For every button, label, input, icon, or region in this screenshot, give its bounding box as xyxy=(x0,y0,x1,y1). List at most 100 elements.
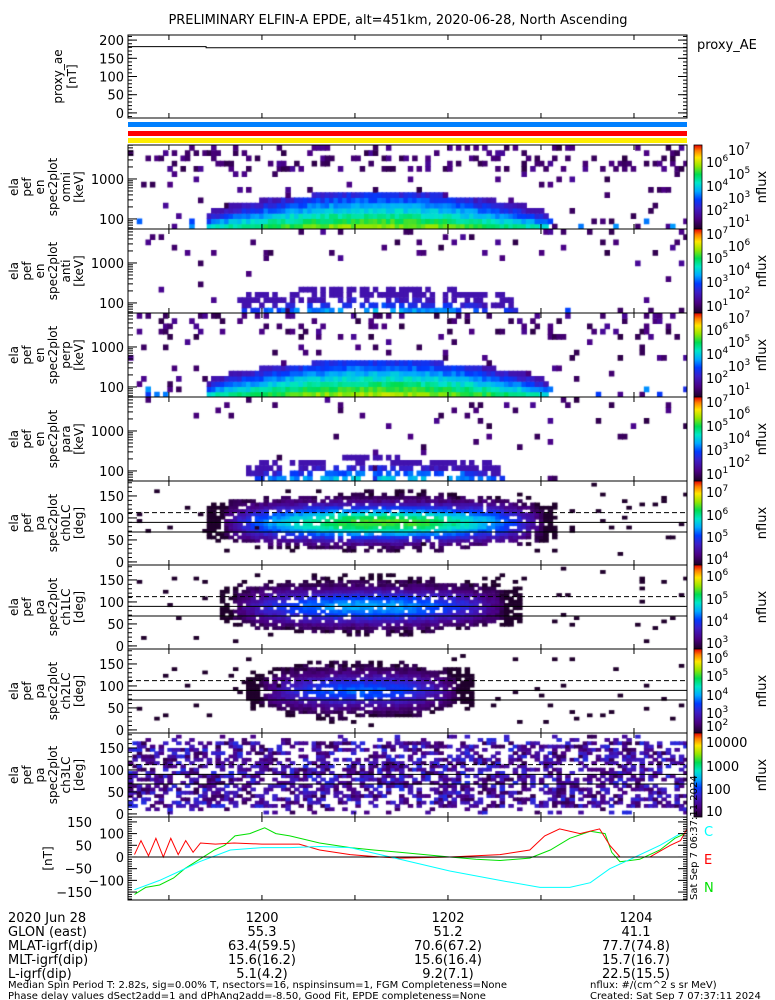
panel-pa_ch0: 107 106 105 104 nflux 0 50 100 150 ela pef pa spec2p… xyxy=(7,480,770,571)
colorbar-tick-label: 103 xyxy=(706,635,728,652)
series-line-E xyxy=(134,828,688,859)
colorbar-tick-label: 105 xyxy=(728,334,750,351)
ephemeris-value: 55.3 xyxy=(248,925,277,940)
colorbar-tick-label: 103 xyxy=(728,358,750,375)
panel-frame xyxy=(127,228,688,314)
y-axis-label: para xyxy=(59,425,73,452)
colorbar xyxy=(693,480,703,566)
y-axis-label: en xyxy=(33,180,47,195)
y-axis-label: [keV] xyxy=(72,255,86,286)
y-tick-label: 50 xyxy=(107,89,124,104)
y-axis-label: pef xyxy=(20,261,34,281)
y-axis-label: ela xyxy=(7,766,21,784)
y-axis-label: [keV] xyxy=(72,423,86,454)
y-tick-label: 50 xyxy=(107,534,124,549)
ephemeris-row-label: GLON (east) xyxy=(8,925,87,940)
y-tick-label: 0 xyxy=(116,107,124,122)
y-axis-label: pa xyxy=(33,600,47,615)
y-axis-label: [keV] xyxy=(72,171,86,202)
colorbar-label: nflux xyxy=(755,591,770,624)
colorbar-tick-label: 105 xyxy=(706,250,728,267)
y-axis-label: [nT] xyxy=(41,846,55,870)
panel-frame xyxy=(127,312,688,398)
colorbar-label: nflux xyxy=(755,339,770,372)
colorbar-label: nflux xyxy=(755,423,770,456)
y-axis-label: anti xyxy=(59,260,73,283)
ephemeris-bar xyxy=(128,138,687,143)
colorbar xyxy=(693,144,703,230)
footer-line1: Median Spin Period T: 2.82s, sig=0.00% T… xyxy=(8,980,507,991)
y-tick-label: 1000 xyxy=(91,341,124,356)
footer-units: nflux: #/(cm^2 s sr MeV) xyxy=(590,980,717,991)
colorbar-tick-label: 102 xyxy=(706,718,728,735)
colorbar-tick-label: 102 xyxy=(728,286,750,303)
plot-title: PRELIMINARY ELFIN-A EPDE, alt=451km, 202… xyxy=(168,13,627,28)
y-tick-label: −150 xyxy=(56,886,92,901)
colorbar xyxy=(693,312,703,398)
y-tick-label: 1000 xyxy=(91,257,124,272)
ephemeris-row-label: 2020 Jun 28 xyxy=(8,911,86,926)
ephemeris-value: 1202 xyxy=(431,911,464,926)
ephemeris-bar xyxy=(128,122,687,127)
y-axis-label: ela xyxy=(7,682,21,700)
y-axis-label: [nT] xyxy=(65,64,79,88)
y-tick-label: 150 xyxy=(99,52,124,67)
colorbar-tick-label: 10 xyxy=(706,805,723,820)
colorbar-tick-label: 105 xyxy=(706,668,728,685)
y-axis-label: pef xyxy=(20,681,34,701)
y-axis-label: ela xyxy=(7,346,21,364)
panel-frame xyxy=(127,816,688,901)
y-axis-label: pef xyxy=(20,765,34,785)
colorbar-label: nflux xyxy=(755,759,770,792)
colorbar-tick-label: 101 xyxy=(706,466,728,483)
ephemeris-bar xyxy=(128,131,687,136)
y-tick-label: −50 xyxy=(65,863,92,878)
y-tick-label: 100 xyxy=(99,381,124,396)
panel-frame xyxy=(127,480,688,566)
y-tick-label: 100 xyxy=(99,596,124,611)
legend-N: N xyxy=(704,881,714,896)
y-axis-label: spec2plot xyxy=(46,409,60,468)
ephemeris-value: 9.2(7.1) xyxy=(422,967,474,982)
panel-frame xyxy=(127,732,688,818)
y-axis-label: ela xyxy=(7,430,21,448)
colorbar-tick-label: 104 xyxy=(706,687,729,704)
panel-pa_ch1: 106 105 104 103 nflux 0 50 100 150 ela pef pa spec2p… xyxy=(7,564,770,655)
series-line-N xyxy=(134,827,686,895)
y-axis-label: ela xyxy=(7,262,21,280)
y-axis-label: pef xyxy=(20,513,34,533)
y-axis-label: spec2plot xyxy=(46,493,60,552)
y-tick-label: 1000 xyxy=(91,173,124,188)
y-tick-label: 150 xyxy=(99,742,124,757)
ephemeris-value: 77.7(74.8) xyxy=(602,939,670,954)
colorbar-tick-label: 101 xyxy=(728,382,750,399)
series-line-C xyxy=(134,833,681,891)
y-axis-label: en xyxy=(33,432,47,447)
colorbar-tick-label: 106 xyxy=(728,238,751,255)
panel-frame xyxy=(127,564,688,650)
colorbar-tick-label: 105 xyxy=(706,418,728,435)
colorbar-tick-label: 106 xyxy=(706,154,729,171)
colorbar-tick-label: 10000 xyxy=(706,736,747,751)
y-tick-label: 100 xyxy=(99,680,124,695)
ephemeris-value: 1204 xyxy=(619,911,652,926)
footer-line2: Phase delay values dSect2add=1 and dPhAn… xyxy=(8,991,486,1000)
y-tick-label: −100 xyxy=(88,874,124,889)
colorbar-tick-label: 100 xyxy=(706,783,731,798)
heatmap-pa_ch2 xyxy=(128,649,687,733)
colorbar-tick-label: 106 xyxy=(728,406,751,423)
colorbar-tick-label: 104 xyxy=(728,430,751,447)
heatmap-pa_ch1 xyxy=(128,565,687,649)
heatmap-pa_ch0 xyxy=(128,481,687,565)
heatmap-en_para xyxy=(128,397,687,481)
ephemeris-value: 5.1(4.2) xyxy=(236,967,288,982)
colorbar-label: nflux xyxy=(755,171,770,204)
legend-E: E xyxy=(704,853,712,868)
y-axis-label: ela xyxy=(7,178,21,196)
ephemeris-value: 1200 xyxy=(245,911,278,926)
legend-C: C xyxy=(704,825,713,840)
